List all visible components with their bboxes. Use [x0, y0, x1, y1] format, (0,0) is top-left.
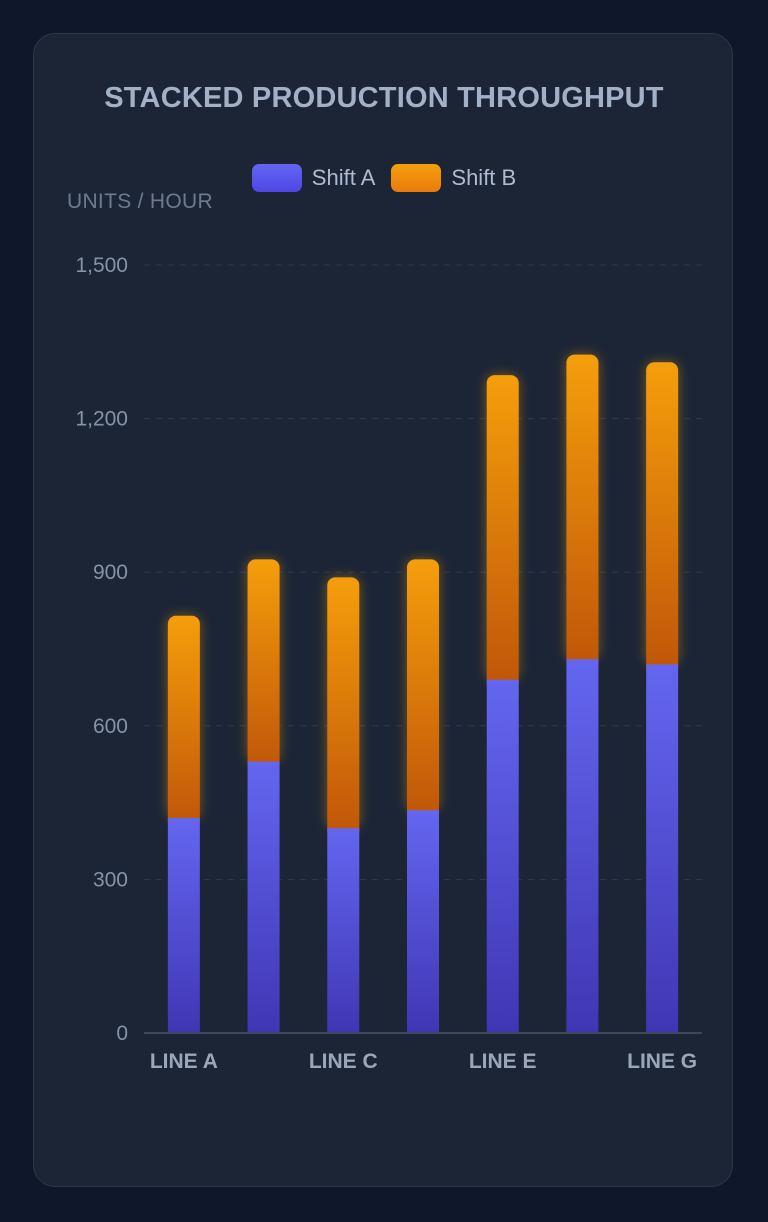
bars [167, 354, 679, 1033]
bar-shift-a-line-a[interactable] [167, 817, 200, 1033]
bar-shift-a-line-c[interactable] [327, 828, 360, 1033]
y-tick-label: 0 [116, 1022, 128, 1045]
bar-shift-b-line-f[interactable] [566, 354, 599, 670]
legend: Shift A Shift B [34, 162, 734, 194]
bar-shift-a-line-g[interactable] [646, 664, 679, 1033]
chart-card: STACKED PRODUCTION THROUGHPUT Shift A Sh… [33, 33, 733, 1187]
bar-shift-b-line-d[interactable] [407, 559, 439, 821]
legend-label-shift-a: Shift A [311, 165, 376, 190]
bar-shift-b-line-g[interactable] [646, 362, 679, 675]
legend-item-shift-a[interactable]: Shift A [251, 164, 376, 192]
chart-title: STACKED PRODUCTION THROUGHPUT [104, 82, 664, 114]
y-axis-title: UNITS / HOUR [67, 190, 213, 213]
x-tick-label: LINE C [309, 1050, 378, 1073]
chart-plot: 0 300 600 900 1,200 1,500 LINE A LINE C LINE E LI… [75, 254, 702, 1073]
legend-item-shift-b[interactable]: Shift B [391, 164, 516, 192]
legend-swatch-shift-b [391, 164, 442, 192]
x-tick-label: LINE G [627, 1050, 697, 1073]
y-tick-label: 600 [93, 715, 128, 738]
x-tick-label: LINE A [150, 1050, 218, 1073]
legend-label-shift-b: Shift B [451, 165, 517, 190]
bar-shift-a-line-f[interactable] [566, 659, 599, 1033]
bar-shift-a-line-e[interactable] [486, 679, 519, 1033]
y-tick-label: 900 [93, 561, 128, 584]
bar-shift-b-line-e[interactable] [486, 375, 519, 690]
y-tick-label: 1,200 [75, 408, 128, 431]
bar-shift-b-line-c[interactable] [327, 577, 360, 839]
bar-shift-b-line-a[interactable] [167, 615, 200, 828]
x-tick-label: LINE E [469, 1050, 537, 1073]
legend-swatch-shift-a [251, 164, 302, 192]
y-tick-label: 1,500 [75, 254, 128, 277]
bar-shift-a-line-b[interactable] [247, 761, 280, 1033]
y-tick-label: 300 [93, 868, 128, 891]
axes: 0 300 600 900 1,200 1,500 LINE A LINE C LINE E LI… [75, 254, 702, 1073]
bar-shift-b-line-b[interactable] [247, 559, 280, 772]
bar-shift-a-line-d[interactable] [407, 810, 439, 1033]
